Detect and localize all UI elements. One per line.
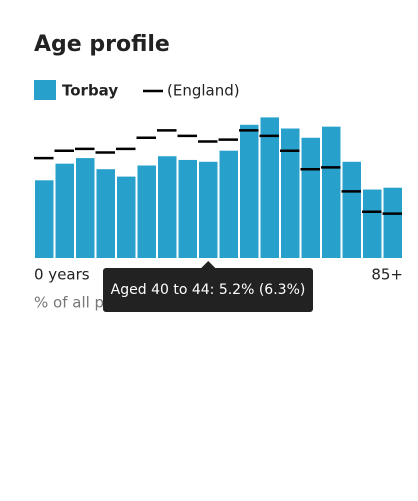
bar	[158, 156, 177, 258]
x-start-label: 0 years	[34, 266, 90, 284]
tooltip-box	[103, 268, 313, 312]
x-end-label: 85+	[371, 266, 403, 284]
bar	[178, 159, 197, 258]
bar	[322, 126, 341, 259]
bar	[199, 161, 218, 258]
bar	[383, 187, 402, 258]
bar	[35, 180, 54, 258]
legend-label: Torbay	[62, 82, 118, 100]
bar	[281, 128, 300, 258]
chart-title: Age profile	[34, 32, 170, 57]
bar	[240, 124, 259, 258]
bar	[301, 137, 320, 258]
bar	[137, 165, 156, 258]
bar	[342, 161, 361, 258]
tooltip-text: Aged 40 to 44: 5.2% (6.3%)	[111, 282, 306, 298]
tooltip: Aged 40 to 44: 5.2% (6.3%)	[103, 261, 313, 312]
bar	[76, 158, 95, 258]
tooltip-arrow	[201, 261, 216, 268]
legend-swatch	[34, 80, 56, 100]
marks	[34, 117, 402, 259]
bar	[363, 189, 382, 258]
bar	[55, 163, 74, 258]
bar	[96, 169, 115, 258]
bar	[219, 150, 238, 258]
legend-label: (England)	[167, 82, 240, 100]
bar	[260, 117, 279, 259]
bar	[117, 176, 136, 258]
